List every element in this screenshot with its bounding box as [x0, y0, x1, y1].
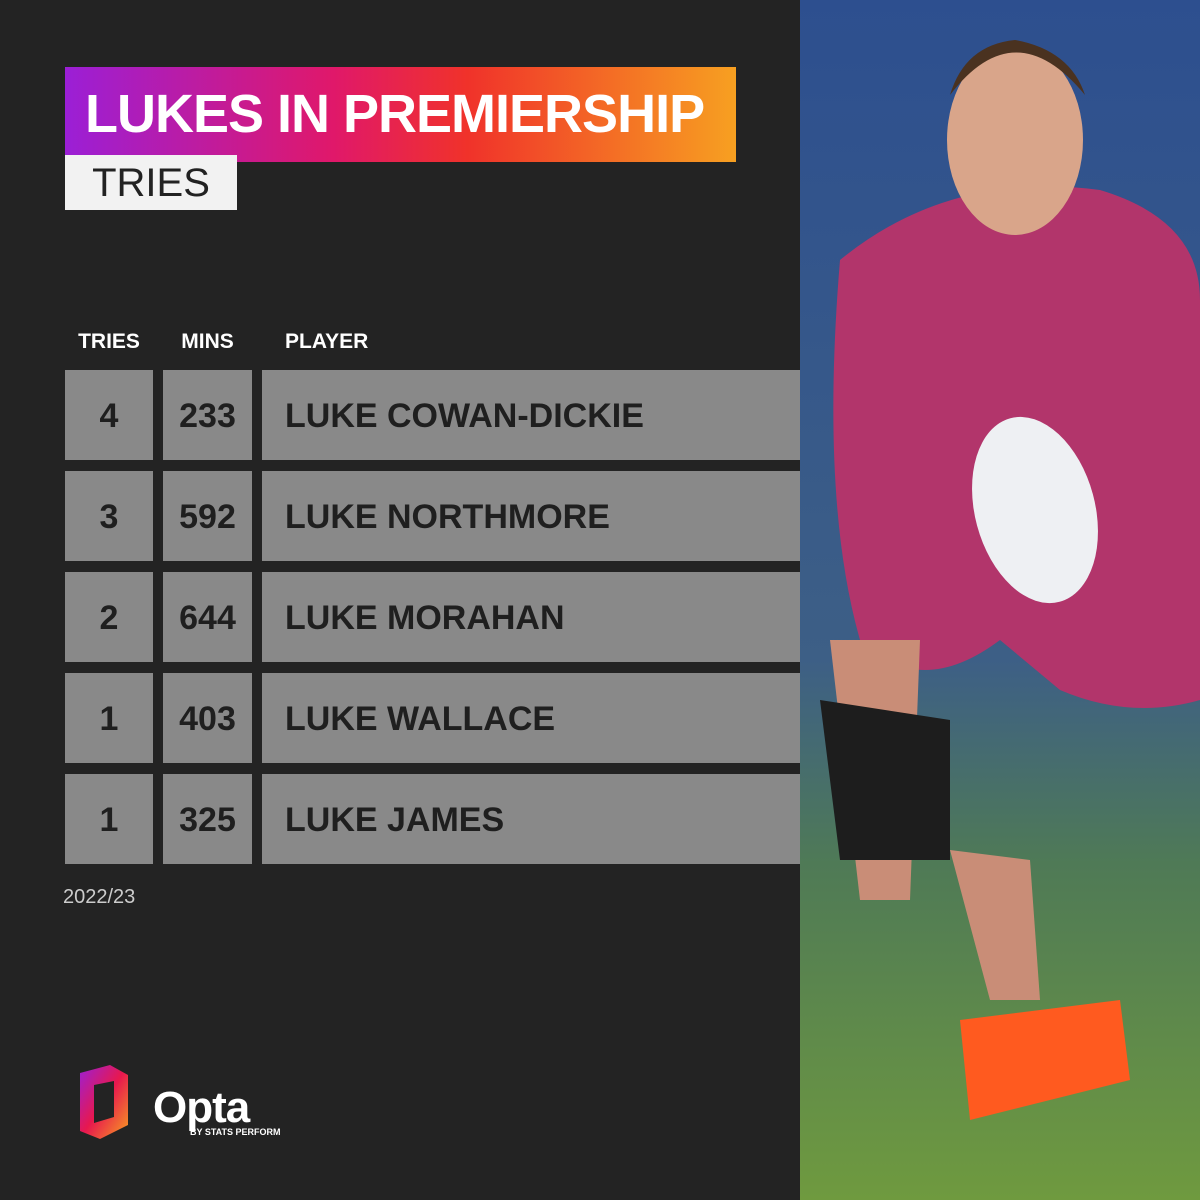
logo-icon: [80, 1065, 128, 1139]
stat-cell: 592: [163, 471, 252, 561]
logo-tagline: BY STATS PERFORM: [190, 1127, 281, 1137]
stat-cell: 3: [65, 471, 153, 561]
stat-cell: 4: [65, 370, 153, 460]
column-header: PLAYER: [285, 330, 369, 353]
stat-cell: 2: [65, 572, 153, 662]
subtitle: TRIES: [65, 155, 237, 210]
logo-name: Opta: [153, 1083, 250, 1132]
player-name: LUKE WALLACE: [262, 673, 800, 763]
player-name: LUKE JAMES: [262, 774, 800, 864]
column-header: TRIES: [78, 330, 140, 353]
footnote: 2022/23: [63, 886, 136, 908]
player-name: LUKE COWAN-DICKIE: [262, 370, 800, 460]
stat-cell: 233: [163, 370, 252, 460]
stat-cell: 1: [65, 673, 153, 763]
stat-cell: 403: [163, 673, 252, 763]
stat-cell: 1: [65, 774, 153, 864]
player-name: LUKE NORTHMORE: [262, 471, 800, 561]
stat-cell: 325: [163, 774, 252, 864]
column-header: MINS: [181, 330, 234, 353]
player-name: LUKE MORAHAN: [262, 572, 800, 662]
title: LUKES IN PREMIERSHIP: [65, 67, 736, 162]
player-photo: [800, 0, 1200, 1200]
stat-cell: 644: [163, 572, 252, 662]
